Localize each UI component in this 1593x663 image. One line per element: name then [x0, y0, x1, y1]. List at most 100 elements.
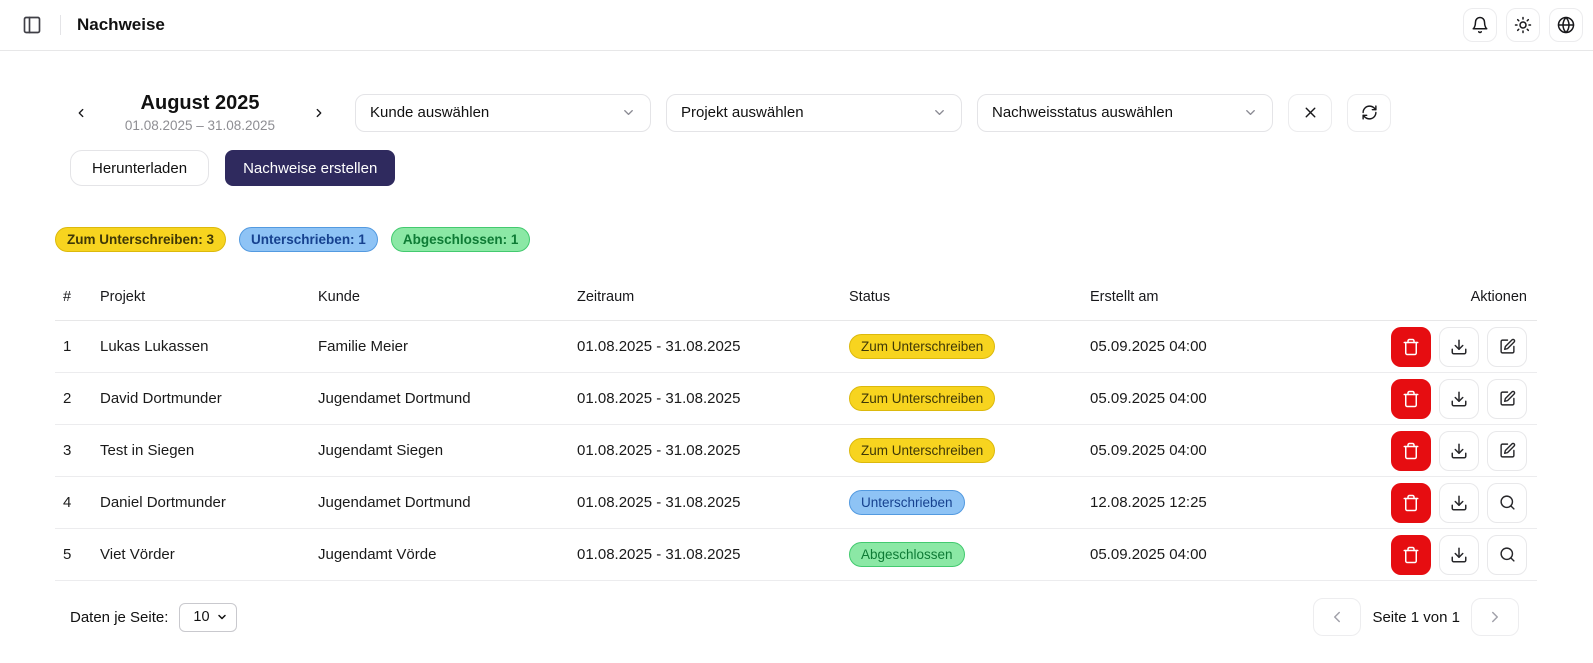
table-row: 3 Test in Siegen Jugendamt Siegen 01.08.… — [55, 424, 1537, 477]
erstellt-cell: 12.08.2025 12:25 — [1090, 476, 1387, 529]
download-icon — [1450, 494, 1468, 512]
status-select[interactable]: Nachweisstatus auswählen — [977, 93, 1273, 132]
edit-icon — [1499, 338, 1516, 355]
prev-month-button[interactable] — [70, 102, 92, 124]
summary-badges: Zum Unterschreiben: 3 Unterschrieben: 1 … — [55, 227, 1593, 252]
table-footer: Daten je Seite: 10 Seite 1 von 1 — [70, 598, 1519, 636]
aktionen-cell — [1387, 424, 1537, 477]
column-header-num: # — [55, 289, 100, 321]
table-row: 1 Lukas Lukassen Familie Meier 01.08.202… — [55, 320, 1537, 373]
chevron-down-icon — [216, 611, 228, 623]
row-number: 4 — [55, 476, 100, 529]
delete-button[interactable] — [1391, 326, 1431, 367]
status-cell: Abgeschlossen — [849, 528, 1090, 581]
notifications-button[interactable] — [1463, 8, 1497, 42]
kunde-cell: Jugendamet Dortmund — [318, 476, 577, 529]
trash-icon — [1402, 546, 1420, 564]
kunde-cell: Jugendamt Vörde — [318, 528, 577, 581]
nachweise-table: # Projekt Kunde Zeitraum Status Erstellt… — [55, 289, 1537, 581]
status-badge: Abgeschlossen — [849, 542, 965, 567]
page-info: Seite 1 von 1 — [1372, 608, 1460, 626]
date-display: August 2025 01.08.2025 – 31.08.2025 — [125, 92, 275, 133]
projekt-cell: Daniel Dortmunder — [100, 476, 318, 529]
language-button[interactable] — [1549, 8, 1583, 42]
chevron-left-icon — [1328, 608, 1346, 626]
aktionen-cell — [1387, 528, 1537, 581]
delete-button[interactable] — [1391, 482, 1431, 523]
filters-row: August 2025 01.08.2025 – 31.08.2025 Kund… — [70, 92, 1537, 133]
status-badge: Unterschrieben — [849, 490, 965, 515]
theme-toggle-button[interactable] — [1506, 8, 1540, 42]
edit-icon — [1499, 442, 1516, 459]
delete-button[interactable] — [1391, 378, 1431, 419]
per-page-control: Daten je Seite: 10 — [70, 602, 238, 632]
actions-row: Herunterladen Nachweise erstellen — [70, 150, 1593, 186]
trash-icon — [1402, 338, 1420, 356]
customer-select[interactable]: Kunde auswählen — [355, 93, 651, 132]
erstellt-cell: 05.09.2025 04:00 — [1090, 424, 1387, 477]
aktionen-cell — [1387, 372, 1537, 425]
column-header-aktionen: Aktionen — [1387, 289, 1537, 321]
projekt-cell: Viet Vörder — [100, 528, 318, 581]
project-select[interactable]: Projekt auswählen — [666, 93, 962, 132]
download-button[interactable] — [1439, 482, 1479, 523]
download-button[interactable] — [1439, 430, 1479, 471]
project-select-value: Projekt auswählen — [681, 104, 804, 121]
pager: Seite 1 von 1 — [1313, 598, 1519, 636]
delete-button[interactable] — [1391, 534, 1431, 575]
clear-filters-button[interactable] — [1288, 93, 1332, 132]
status-cell: Unterschrieben — [849, 476, 1090, 529]
globe-icon — [1557, 16, 1575, 34]
edit-button[interactable] — [1487, 326, 1527, 367]
chevron-down-icon — [1243, 105, 1258, 120]
sidebar-toggle-button[interactable] — [16, 9, 48, 41]
status-cell: Zum Unterschreiben — [849, 372, 1090, 425]
delete-button[interactable] — [1391, 430, 1431, 471]
view-button[interactable] — [1487, 534, 1527, 575]
erstellt-cell: 05.09.2025 04:00 — [1090, 320, 1387, 373]
search-icon — [1499, 494, 1516, 511]
kunde-cell: Jugendamt Siegen — [318, 424, 577, 477]
customer-select-value: Kunde auswählen — [370, 104, 490, 121]
zeitraum-cell: 01.08.2025 - 31.08.2025 — [577, 424, 849, 477]
create-nachweise-button[interactable]: Nachweise erstellen — [225, 150, 396, 186]
status-cell: Zum Unterschreiben — [849, 320, 1090, 373]
next-page-button[interactable] — [1471, 598, 1519, 636]
download-icon — [1450, 390, 1468, 408]
column-header-erstellt: Erstellt am — [1090, 289, 1387, 321]
trash-icon — [1402, 390, 1420, 408]
per-page-select[interactable]: 10 — [179, 602, 238, 632]
per-page-label: Daten je Seite: — [70, 608, 169, 626]
projekt-cell: David Dortmunder — [100, 372, 318, 425]
page-title: Nachweise — [77, 15, 165, 34]
close-icon — [1302, 104, 1319, 121]
badge-abgeschlossen: Abgeschlossen: 1 — [390, 227, 531, 252]
row-number: 5 — [55, 528, 100, 581]
date-navigator: August 2025 01.08.2025 – 31.08.2025 — [70, 92, 330, 133]
prev-page-button[interactable] — [1313, 598, 1362, 636]
zeitraum-cell: 01.08.2025 - 31.08.2025 — [577, 528, 849, 581]
download-button[interactable] — [1439, 378, 1479, 419]
next-month-button[interactable] — [308, 102, 330, 124]
view-button[interactable] — [1487, 482, 1527, 523]
edit-button[interactable] — [1487, 378, 1527, 419]
erstellt-cell: 05.09.2025 04:00 — [1090, 528, 1387, 581]
status-badge: Zum Unterschreiben — [849, 386, 996, 411]
download-button[interactable] — [1439, 534, 1479, 575]
download-button[interactable] — [1439, 326, 1479, 367]
search-icon — [1499, 546, 1516, 563]
month-title: August 2025 — [140, 92, 260, 114]
badge-zum-unterschreiben: Zum Unterschreiben: 3 — [55, 227, 227, 252]
status-select-value: Nachweisstatus auswählen — [992, 104, 1173, 121]
row-number: 2 — [55, 372, 100, 425]
download-all-button[interactable]: Herunterladen — [70, 150, 210, 186]
edit-button[interactable] — [1487, 430, 1527, 471]
table-row: 2 David Dortmunder Jugendamet Dortmund 0… — [55, 372, 1537, 425]
table-header-row: # Projekt Kunde Zeitraum Status Erstellt… — [55, 289, 1537, 321]
column-header-projekt: Projekt — [100, 289, 318, 321]
aktionen-cell — [1387, 476, 1537, 529]
kunde-cell: Familie Meier — [318, 320, 577, 373]
table-row: 4 Daniel Dortmunder Jugendamet Dortmund … — [55, 476, 1537, 529]
topbar: Nachweise — [0, 0, 1593, 51]
refresh-button[interactable] — [1347, 93, 1391, 132]
